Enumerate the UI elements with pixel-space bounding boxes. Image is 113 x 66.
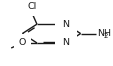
Text: N: N (62, 20, 69, 29)
Text: Cl: Cl (28, 2, 37, 11)
Text: 2: 2 (102, 33, 107, 39)
Text: O: O (19, 38, 26, 47)
Text: NH: NH (96, 29, 110, 38)
Text: N: N (62, 38, 69, 47)
